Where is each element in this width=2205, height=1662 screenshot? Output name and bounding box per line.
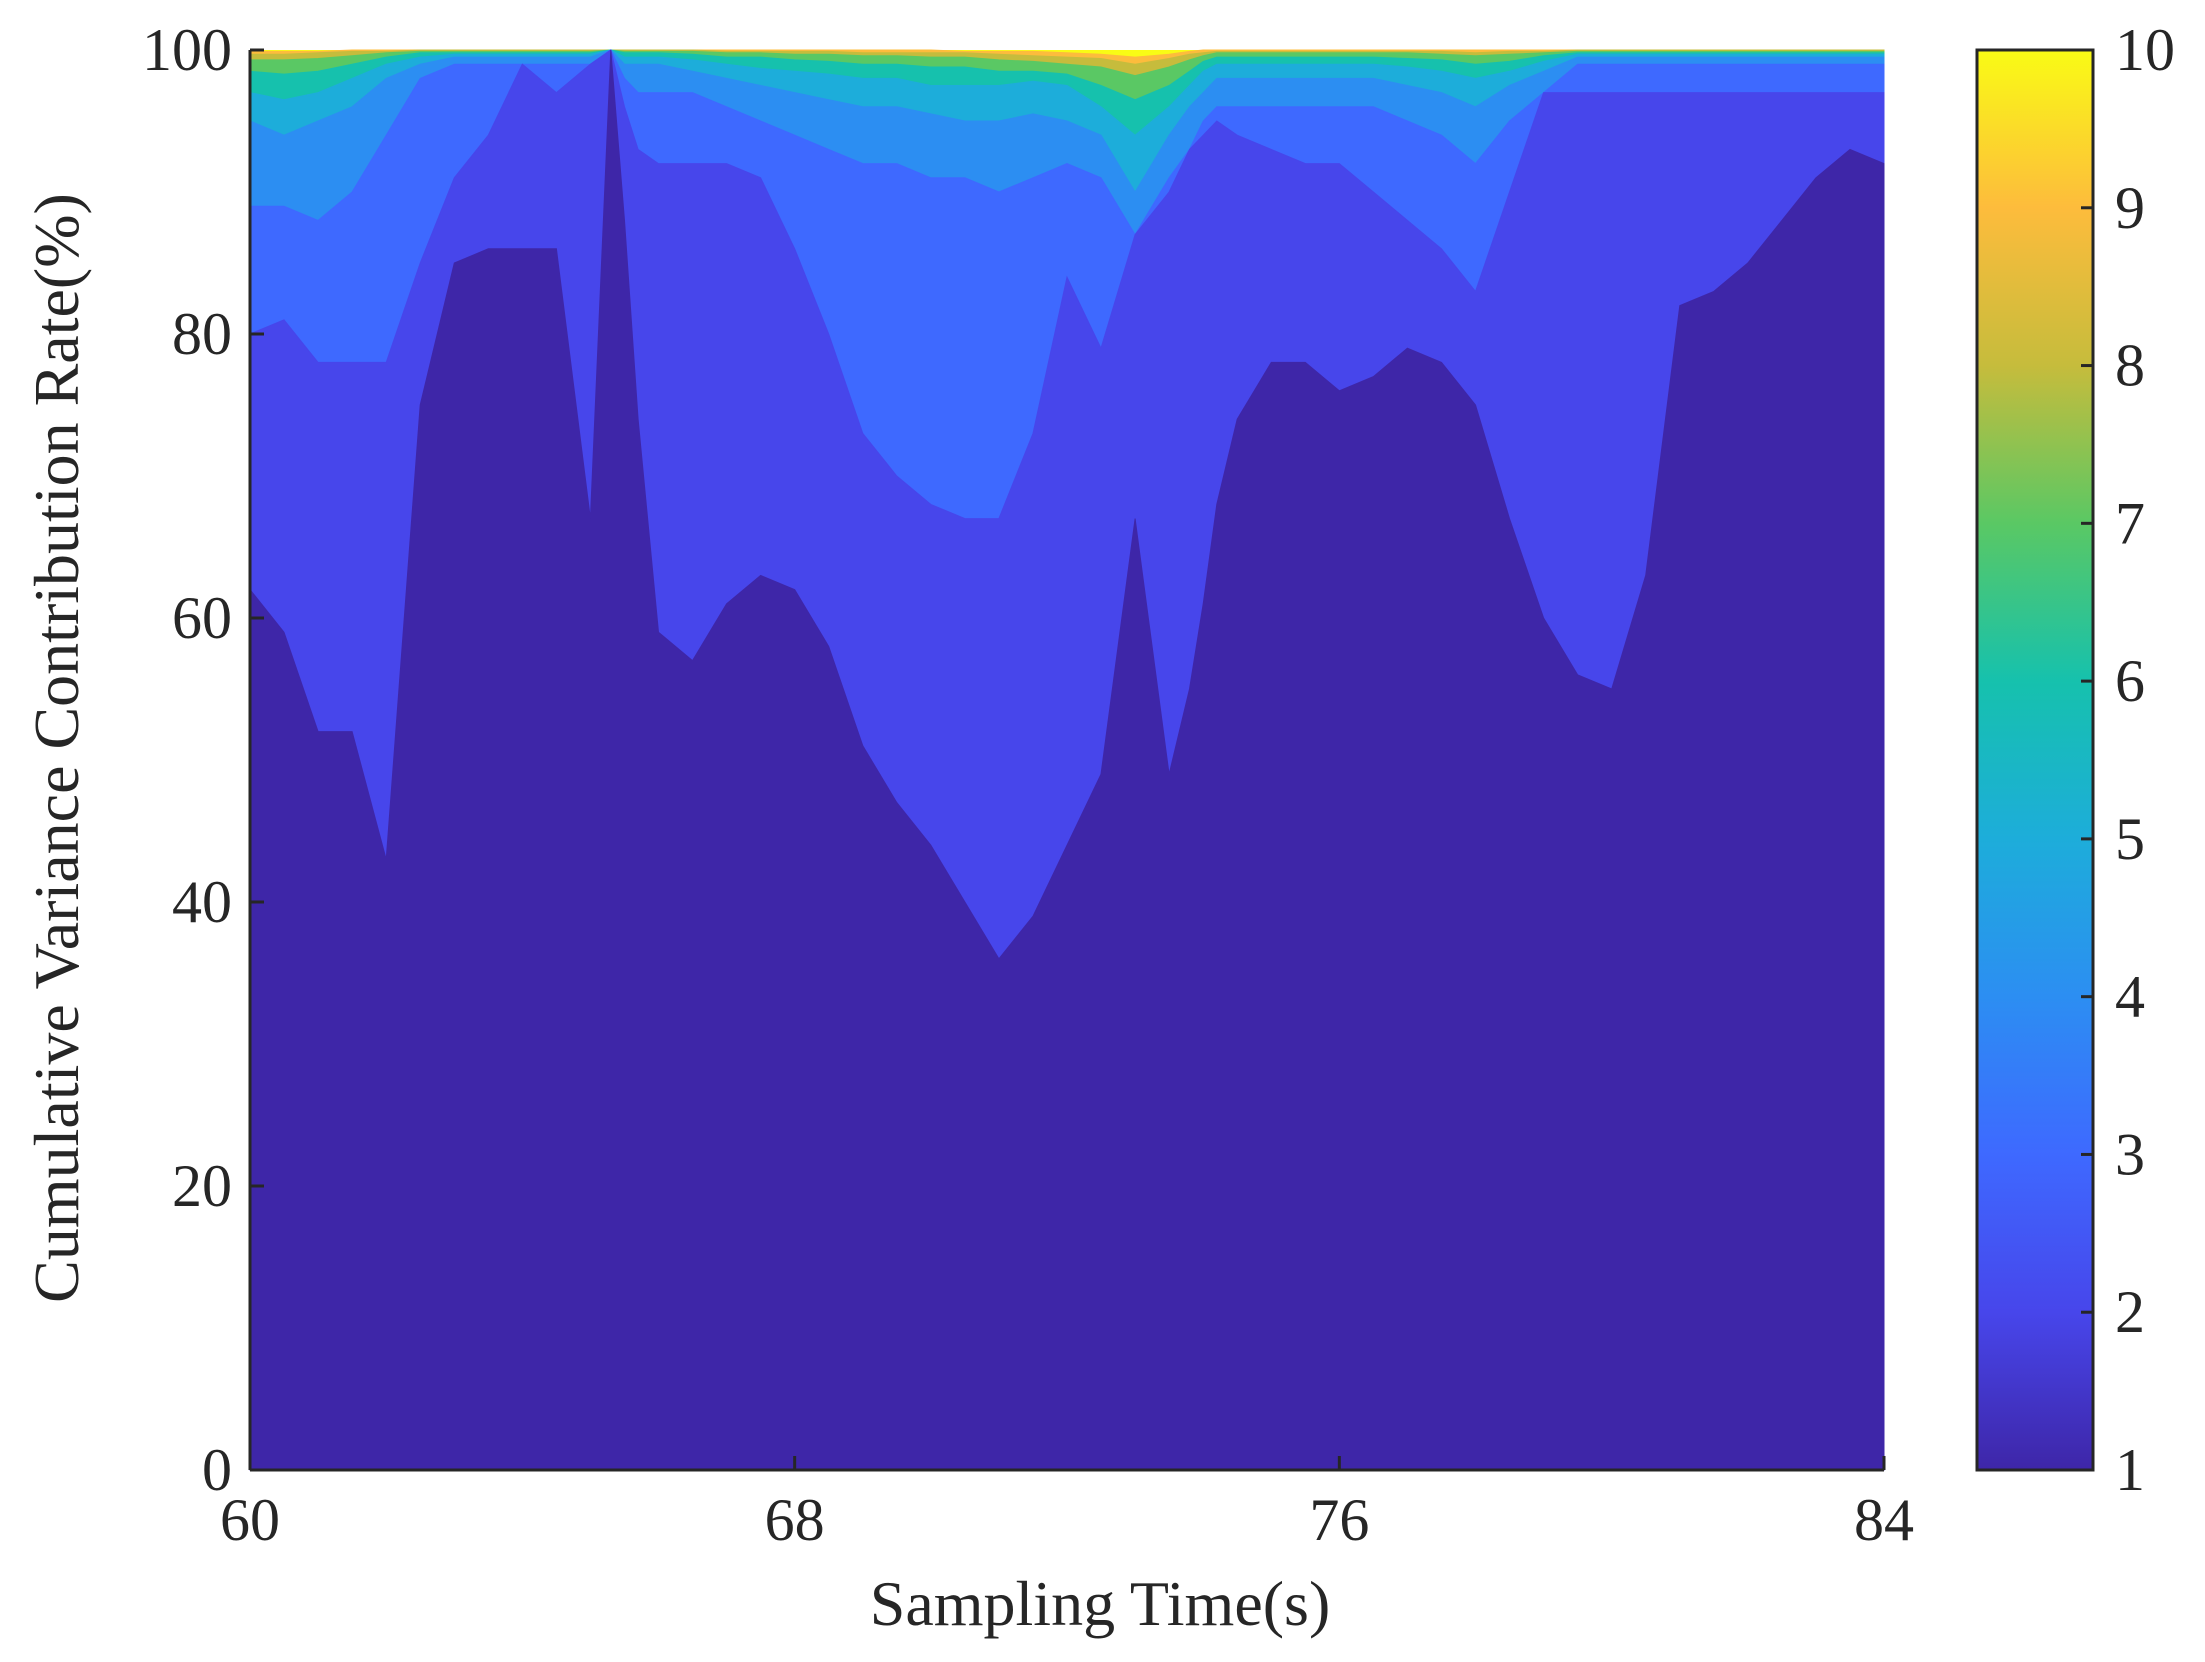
y-tick-label: 0 bbox=[202, 1437, 232, 1503]
x-tick-label: 76 bbox=[1309, 1487, 1369, 1553]
colorbar-tick-label: 7 bbox=[2115, 490, 2145, 556]
plot-area bbox=[249, 49, 1885, 1471]
colorbar-tick-label: 10 bbox=[2115, 17, 2175, 83]
colorbar-tick-label: 9 bbox=[2115, 175, 2145, 241]
colorbar-tick-label: 1 bbox=[2115, 1437, 2145, 1503]
x-tick-label: 68 bbox=[765, 1487, 825, 1553]
colorbar: 1 2 3 4 5 6 7 8 9 10 bbox=[1975, 17, 2175, 1503]
y-tick-label: 40 bbox=[172, 869, 232, 935]
colorbar-tick-label: 4 bbox=[2115, 964, 2145, 1030]
colorbar-tick-label: 8 bbox=[2115, 333, 2145, 399]
axes: 60 68 76 84 0 20 40 60 80 100 bbox=[142, 17, 1914, 1553]
colorbar-scale bbox=[1975, 48, 2095, 1472]
y-axis-title: Cumulative Variance Contribution Rate(%) bbox=[21, 193, 92, 1303]
y-tick-label: 20 bbox=[172, 1153, 232, 1219]
y-tick-label: 80 bbox=[172, 301, 232, 367]
colorbar-tick-label: 3 bbox=[2115, 1121, 2145, 1187]
y-tick-label: 100 bbox=[142, 17, 232, 83]
x-tick-label: 84 bbox=[1854, 1487, 1914, 1553]
y-tick-label: 60 bbox=[172, 585, 232, 651]
colorbar-tick-label: 6 bbox=[2115, 648, 2145, 714]
colorbar-tick-label: 5 bbox=[2115, 806, 2145, 872]
x-tick-label: 60 bbox=[220, 1487, 280, 1553]
contour-band-1 bbox=[249, 49, 1885, 1471]
x-axis-title: Sampling Time(s) bbox=[870, 1568, 1331, 1639]
colorbar-tick-label: 2 bbox=[2115, 1279, 2145, 1345]
